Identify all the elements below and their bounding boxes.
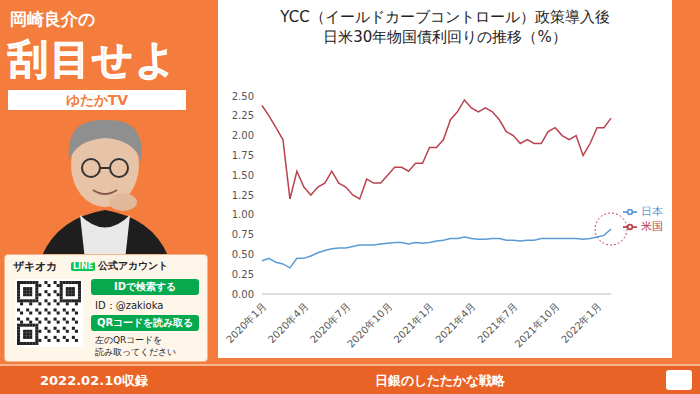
html-text:ID：@zakioka: ID：@zakioka	[95, 300, 164, 311]
html-text:IDで検索する: IDで検索する	[114, 281, 176, 292]
svg-text:1.25: 1.25	[232, 190, 254, 201]
svg-text:1.50: 1.50	[232, 170, 254, 181]
svg-text:2020年10月: 2020年10月	[345, 301, 394, 350]
svg-text:0.25: 0.25	[232, 269, 254, 280]
html-text:ザキオカ: ザキオカ	[13, 260, 57, 273]
svg-text:2020年4月: 2020年4月	[266, 301, 310, 345]
html-text:ゆたかTV: ゆたかTV	[65, 92, 129, 108]
svg-text:2.25: 2.25	[232, 110, 254, 121]
html-text:2022.02.10収録: 2022.02.10収録	[40, 373, 149, 388]
svg-text:2022年1月: 2022年1月	[559, 301, 603, 345]
html-text:日米30年物国債利回りの推移（%）: 日米30年物国債利回りの推移（%）	[323, 28, 567, 46]
html-text:読み取ってください: 読み取ってください	[95, 347, 176, 357]
html-text:左のQRコードを: 左のQRコードを	[95, 335, 163, 345]
html-text:米国: 米国	[641, 220, 663, 233]
svg-text:2020年7月: 2020年7月	[308, 301, 352, 345]
svg-text:1.00: 1.00	[232, 209, 254, 220]
html-text:岡崎良介の: 岡崎良介の	[10, 9, 95, 29]
svg-text:2021年1月: 2021年1月	[392, 301, 436, 345]
html-text:QRコードを読み取る: QRコードを読み取る	[96, 317, 194, 328]
svg-text:0.50: 0.50	[232, 249, 254, 260]
svg-text:2.50: 2.50	[232, 91, 254, 102]
svg-text:2021年7月: 2021年7月	[475, 301, 519, 345]
svg-text:2020年1月: 2020年1月	[224, 301, 268, 345]
html-text:YCC（イールドカーブコントロール）政策導入後: YCC（イールドカーブコントロール）政策導入後	[280, 8, 610, 26]
html-text:日本: 日本	[641, 205, 663, 218]
svg-text:0.00: 0.00	[232, 289, 254, 300]
svg-text:1.75: 1.75	[232, 150, 254, 161]
html-text:LINE: LINE	[73, 262, 94, 271]
svg-text:0.75: 0.75	[232, 229, 254, 240]
html-text:公式アカウント: 公式アカウント	[98, 260, 169, 271]
svg-text:2.00: 2.00	[232, 130, 254, 141]
html-text:刮目せよ: 刮目せよ	[8, 36, 178, 82]
svg-text:2021年4月: 2021年4月	[433, 301, 477, 345]
svg-text:2021年10月: 2021年10月	[513, 301, 562, 350]
html-text:日銀のしたたかな戦略: 日銀のしたたかな戦略	[375, 373, 505, 388]
